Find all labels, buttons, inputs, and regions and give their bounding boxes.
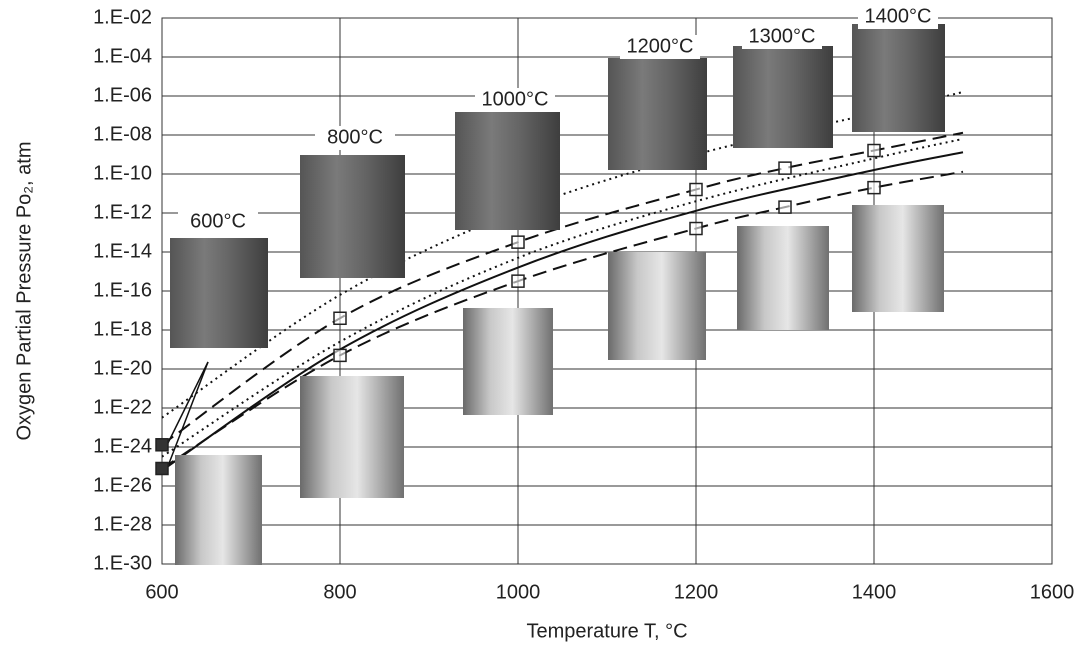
annotation-bg — [475, 88, 555, 112]
marker — [689, 182, 703, 197]
annotation: 1300°C — [749, 25, 816, 47]
x-axis-label: Temperature T, °C — [526, 620, 687, 642]
marker — [778, 161, 792, 175]
x-tick-label: 1200 — [674, 581, 719, 603]
marker — [155, 438, 169, 452]
annotation: 800°C — [327, 126, 383, 148]
y-tick-label: 1.E-04 — [93, 45, 152, 67]
annotation: 1200°C — [627, 35, 694, 57]
x-tick-label: 600 — [145, 581, 178, 603]
foreground: Temperature T, °C Oxygen Partial Pressure… — [13, 5, 938, 642]
marker — [689, 221, 703, 236]
photo — [300, 376, 404, 498]
photos — [167, 24, 945, 565]
curve — [161, 137, 964, 458]
x-tick-label: 1400 — [852, 581, 897, 603]
marker — [778, 200, 792, 214]
y-tick-label: 1.E-16 — [93, 279, 152, 301]
photo — [170, 238, 268, 348]
annotation: 1000°C — [482, 88, 549, 110]
marker — [333, 348, 347, 363]
y-tick-label: 1.E-08 — [93, 123, 152, 145]
y-tick-label: 1.E-24 — [93, 435, 152, 457]
marker — [333, 311, 347, 326]
y-tick-label: 1.E-28 — [93, 513, 152, 535]
photo — [608, 252, 706, 360]
plot-area: 1.E-02 1.E-04 1.E-06 1.E-08 1.E-10 1.E-12 1.E-… — [93, 6, 1074, 603]
annotation: 1400°C — [865, 5, 932, 27]
photo — [300, 155, 405, 278]
curve — [161, 170, 964, 470]
photo — [455, 112, 560, 230]
x-tick-label: 800 — [323, 581, 356, 603]
annotation-bg — [620, 35, 700, 59]
curve — [161, 131, 964, 446]
photo — [463, 308, 553, 415]
marker — [511, 274, 525, 288]
curve — [161, 151, 964, 472]
annotation-bg — [178, 210, 258, 234]
y-tick-label: 1.E-30 — [93, 552, 152, 574]
y-tick-label: 1.E-20 — [93, 357, 152, 379]
photo — [175, 455, 262, 565]
arrow — [167, 361, 209, 467]
annotation: 600°C — [190, 210, 246, 232]
annotation-bg — [858, 5, 938, 29]
y-tick-label: 1.E-12 — [93, 201, 152, 223]
marker — [511, 235, 525, 249]
x-tick-label: 1600 — [1030, 581, 1075, 603]
x-tick-label: 1000 — [496, 581, 541, 603]
y-tick-label: 1.E-10 — [93, 162, 152, 184]
photo — [733, 46, 833, 148]
marker — [867, 180, 881, 195]
y-tick-label: 1.E-22 — [93, 396, 152, 418]
photo — [608, 58, 707, 170]
photo — [852, 24, 945, 132]
y-tick-label: 1.E-06 — [93, 84, 152, 106]
annotation-bg — [315, 126, 395, 150]
arrow — [167, 361, 209, 444]
photo — [852, 205, 944, 312]
y-tick-label: 1.E-14 — [93, 240, 152, 262]
marker — [867, 143, 881, 158]
annotation-bg — [742, 25, 822, 49]
marker — [155, 461, 169, 476]
photo — [737, 226, 829, 330]
y-axis-label: Oxygen Partial Pressure Po₂, atm — [13, 142, 35, 441]
y-tick-label: 1.E-02 — [93, 6, 152, 28]
y-tick-label: 1.E-18 — [93, 318, 152, 340]
y-tick-label: 1.E-26 — [93, 474, 152, 496]
plot-frame — [161, 17, 1053, 565]
